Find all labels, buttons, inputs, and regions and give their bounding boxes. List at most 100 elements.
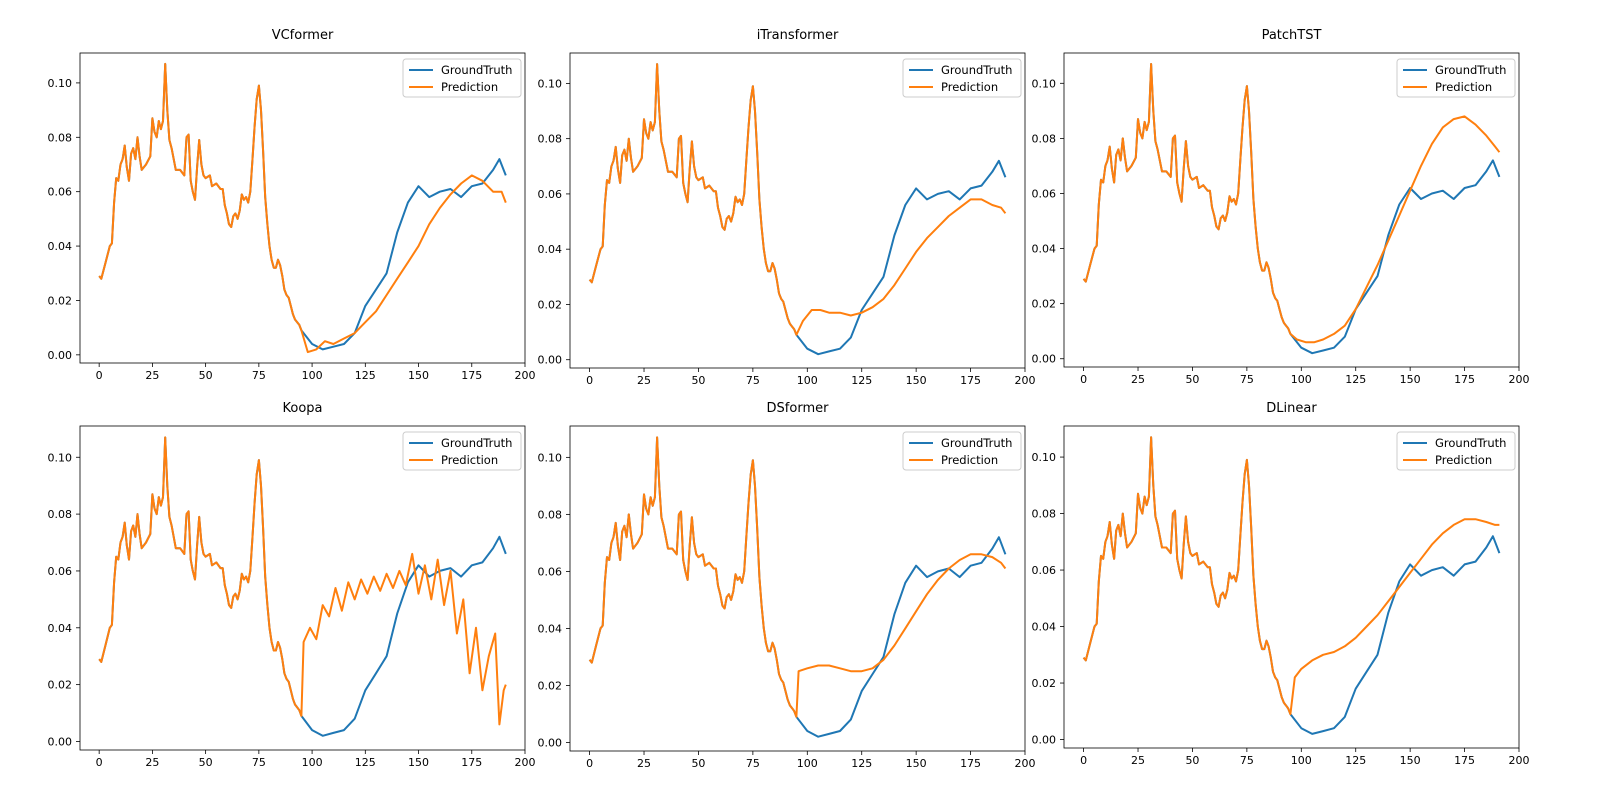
y-tick-label: 0.06: [1032, 187, 1057, 200]
x-tick-label: 150: [906, 374, 927, 387]
x-tick-label: 0: [96, 369, 103, 382]
x-tick-label: 175: [1454, 373, 1475, 386]
y-tick-label: 0.02: [538, 679, 563, 692]
x-tick-label: 175: [461, 369, 482, 382]
x-tick-label: 100: [1291, 373, 1312, 386]
chart-title: VCformer: [272, 28, 334, 43]
y-tick-label: 0.10: [538, 451, 563, 464]
y-tick-label: 0.00: [48, 349, 73, 362]
y-tick-label: 0.02: [1032, 298, 1057, 311]
y-tick-label: 0.08: [48, 131, 73, 144]
chart-title: DLinear: [1266, 401, 1317, 416]
x-tick-label: 50: [1185, 373, 1199, 386]
y-tick-label: 0.00: [538, 736, 563, 749]
series-line-prediction: [98, 436, 507, 726]
x-tick-label: 100: [302, 369, 323, 382]
chart-panel-3: PatchTST 0 25 50 75 100 125 150 175 200 0.00 0.02 0.…: [1032, 28, 1530, 386]
x-tick-label: 200: [1509, 754, 1530, 767]
legend-label: GroundTruth: [941, 63, 1012, 77]
y-tick-label: 0.10: [538, 77, 563, 90]
x-tick-label: 75: [252, 369, 266, 382]
x-tick-label: 150: [1400, 373, 1421, 386]
legend-label: GroundTruth: [1435, 436, 1506, 450]
y-tick-label: 0.04: [538, 622, 563, 635]
y-tick-label: 0.02: [1032, 677, 1057, 690]
x-tick-label: 25: [1131, 373, 1145, 386]
x-tick-label: 100: [302, 756, 323, 769]
x-tick-label: 50: [199, 369, 213, 382]
series-line-groundtruth: [588, 63, 1007, 356]
legend-label: Prediction: [1435, 80, 1492, 94]
y-tick-label: 0.00: [48, 735, 73, 748]
series-line-groundtruth: [1082, 63, 1501, 355]
legend-label: Prediction: [441, 453, 498, 467]
series-line-groundtruth: [98, 62, 507, 351]
x-tick-label: 150: [906, 757, 927, 770]
legend-label: GroundTruth: [441, 436, 512, 450]
x-tick-label: 175: [960, 374, 981, 387]
series-line-prediction: [1082, 63, 1501, 344]
x-tick-label: 125: [1345, 754, 1366, 767]
legend-label: GroundTruth: [441, 63, 512, 77]
x-tick-label: 125: [355, 369, 376, 382]
y-tick-label: 0.10: [48, 77, 73, 90]
x-tick-label: 175: [1454, 754, 1475, 767]
y-tick-label: 0.08: [48, 508, 73, 521]
y-tick-label: 0.08: [538, 508, 563, 521]
x-tick-label: 50: [691, 374, 705, 387]
x-tick-label: 150: [408, 756, 429, 769]
chart-panel-6: DLinear 0 25 50 75 100 125 150 175 200 0.00 0.02 0.0…: [1032, 401, 1530, 767]
x-tick-label: 200: [515, 369, 536, 382]
chart-title: Koopa: [282, 401, 322, 416]
x-tick-label: 0: [96, 756, 103, 769]
x-tick-label: 75: [1240, 373, 1254, 386]
y-tick-label: 0.06: [48, 186, 73, 199]
series-line-prediction: [1082, 436, 1500, 716]
y-tick-label: 0.06: [538, 188, 563, 201]
x-tick-label: 200: [1015, 757, 1036, 770]
chart-panel-1: VCformer 0 25 50 75 100 125 150 175 200 0.00 0.02 0.…: [48, 28, 536, 382]
x-tick-label: 0: [586, 374, 593, 387]
x-tick-label: 25: [145, 369, 159, 382]
legend-label: Prediction: [941, 453, 998, 467]
x-tick-label: 25: [637, 374, 651, 387]
x-tick-label: 50: [1185, 754, 1199, 767]
x-tick-label: 150: [1400, 754, 1421, 767]
y-tick-label: 0.00: [1032, 734, 1057, 747]
x-tick-label: 175: [461, 756, 482, 769]
x-tick-label: 125: [851, 374, 872, 387]
y-tick-label: 0.00: [538, 354, 563, 367]
axes-frame: [1063, 52, 1520, 368]
y-tick-label: 0.08: [538, 133, 563, 146]
x-tick-label: 175: [960, 757, 981, 770]
y-tick-label: 0.06: [538, 565, 563, 578]
chart-panel-2: iTransformer 0 25 50 75 100 125 150 175 200 0.00 0.…: [538, 28, 1036, 387]
y-tick-label: 0.08: [1032, 508, 1057, 521]
y-tick-label: 0.10: [1032, 451, 1057, 464]
axes-frame: [569, 425, 1026, 752]
legend: GroundTruth Prediction: [402, 58, 522, 98]
y-tick-label: 0.04: [1032, 621, 1057, 634]
y-tick-label: 0.04: [48, 240, 73, 253]
x-tick-label: 75: [1240, 754, 1254, 767]
x-tick-label: 25: [637, 757, 651, 770]
legend-label: GroundTruth: [941, 436, 1012, 450]
series-line-prediction: [588, 436, 1007, 718]
chart-title: iTransformer: [757, 28, 839, 43]
y-tick-label: 0.04: [1032, 243, 1057, 256]
axes-frame: [79, 425, 526, 751]
x-tick-label: 200: [515, 756, 536, 769]
x-tick-label: 0: [1080, 373, 1087, 386]
axes-frame: [79, 52, 526, 364]
x-tick-label: 200: [1015, 374, 1036, 387]
y-tick-label: 0.06: [48, 565, 73, 578]
x-tick-label: 75: [746, 374, 760, 387]
axes-frame: [569, 52, 1026, 369]
chart-panel-4: Koopa 0 25 50 75 100 125 150 175 200 0.00 0.02 0.04 0…: [48, 401, 536, 769]
y-tick-label: 0.00: [1032, 353, 1057, 366]
legend: GroundTruth Prediction: [1396, 431, 1516, 471]
axes-frame: [1063, 425, 1520, 749]
chart-panel-5: DSformer 0 25 50 75 100 125 150 175 200 0.00 0.02 0.…: [538, 401, 1036, 770]
x-tick-label: 125: [851, 757, 872, 770]
